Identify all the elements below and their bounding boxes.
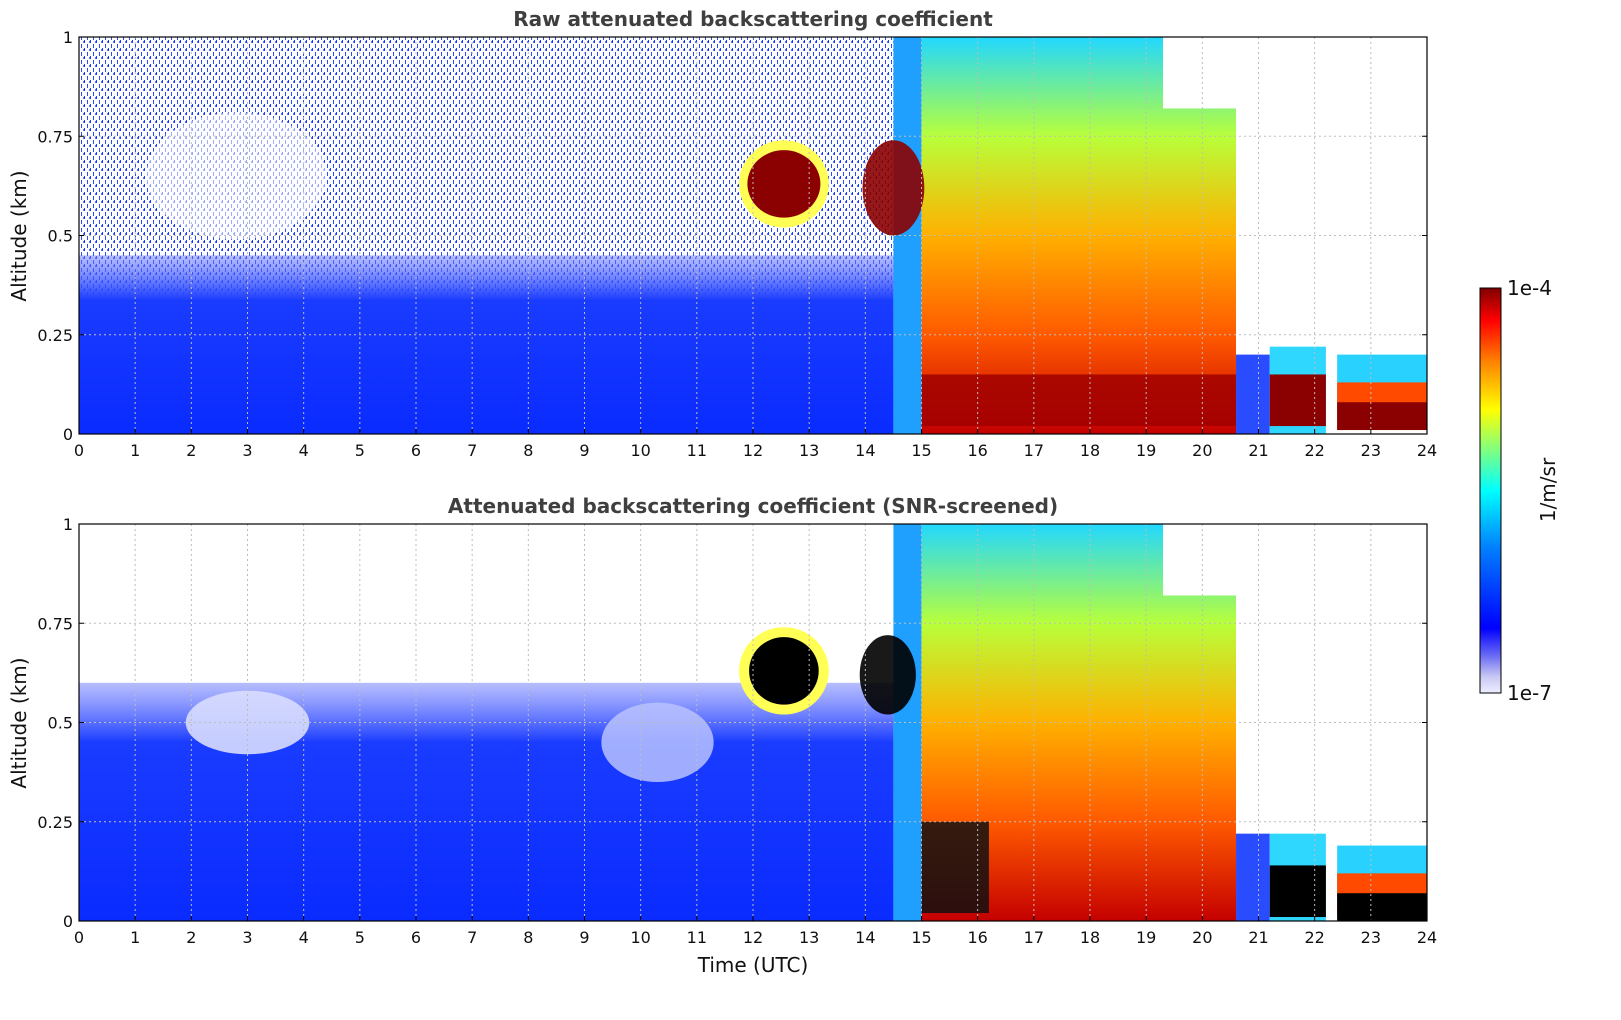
colorbar-label: 1/m/sr <box>1536 457 1560 522</box>
x-tick-label: 13 <box>799 928 819 947</box>
x-tick-label: 8 <box>523 441 533 460</box>
x-tick-label: 9 <box>579 441 589 460</box>
y-tick-label: 0.5 <box>48 227 73 246</box>
gap-top <box>1163 37 1237 109</box>
y-tick-label: 1 <box>63 28 73 47</box>
x-tick-label: 24 <box>1417 928 1437 947</box>
x-tick-label: 19 <box>1136 928 1156 947</box>
low-cloud <box>1337 402 1427 431</box>
panel-title: Attenuated backscattering coefficient (S… <box>448 494 1058 518</box>
x-tick-label: 3 <box>242 441 252 460</box>
x-tick-label: 12 <box>743 928 763 947</box>
colorbar-gradient <box>1479 287 1502 694</box>
y-tick-label: 0 <box>63 425 73 444</box>
clear-patch <box>146 112 327 240</box>
aerosol-edge <box>1236 833 1270 921</box>
y-tick-label: 0.25 <box>37 326 73 345</box>
x-tick-label: 5 <box>355 928 365 947</box>
y-tick-label: 0.75 <box>37 614 73 633</box>
x-tick-label: 20 <box>1192 928 1212 947</box>
x-tick-label: 6 <box>411 928 421 947</box>
heatmap-area: 0 1 2 3 4 5 6 7 8 9 10 11 12 13 14 15 16 17 18 19 20 21 22 23 24… <box>37 28 1437 460</box>
colorbar: 1e-4 1e-7 1/m/sr <box>1479 276 1560 705</box>
x-tick-label: 9 <box>579 928 589 947</box>
x-tick-label: 12 <box>743 441 763 460</box>
y-tick-label: 1 <box>63 515 73 534</box>
x-tick-label: 2 <box>186 441 196 460</box>
x-tick-label: 4 <box>299 441 309 460</box>
surface-return <box>921 374 1237 427</box>
x-tick-label: 10 <box>630 441 650 460</box>
gap-top <box>1163 524 1237 596</box>
x-tick-label: 22 <box>1304 928 1324 947</box>
saturated-cloud <box>749 637 819 705</box>
x-tick-label: 17 <box>1024 928 1044 947</box>
saturated-low-cloud <box>1337 893 1427 921</box>
x-tick-label: 0 <box>74 441 84 460</box>
x-tick-label: 15 <box>911 441 931 460</box>
x-tick-label: 18 <box>1080 441 1100 460</box>
snr-screened-panel: 0 1 2 3 4 5 6 7 8 9 10 11 12 13 14 15 16 17 18 19 20 21 22 23 24… <box>7 494 1437 977</box>
x-tick-label: 14 <box>855 928 875 947</box>
low-cloud <box>1269 374 1326 427</box>
faint-patch <box>185 690 310 755</box>
raw-backscatter-panel: 0 1 2 3 4 5 6 7 8 9 10 11 12 13 14 15 16 17 18 19 20 21 22 23 24… <box>7 7 1437 460</box>
colorbar-min-label: 1e-7 <box>1507 681 1552 705</box>
cloud-core <box>862 140 925 236</box>
x-tick-label: 1 <box>130 928 140 947</box>
y-axis-label: Altitude (km) <box>7 170 31 301</box>
x-tick-label: 16 <box>967 441 987 460</box>
transition-band <box>893 524 922 921</box>
x-tick-label: 23 <box>1361 928 1381 947</box>
x-tick-label: 16 <box>967 928 987 947</box>
panel-title: Raw attenuated backscattering coefficien… <box>513 7 993 31</box>
clear-region <box>1236 524 1427 834</box>
x-tick-label: 11 <box>687 441 707 460</box>
y-tick-label: 0 <box>63 912 73 931</box>
x-tick-label: 18 <box>1080 928 1100 947</box>
x-tick-label: 3 <box>242 928 252 947</box>
x-tick-label: 23 <box>1361 441 1381 460</box>
x-tick-label: 21 <box>1248 928 1268 947</box>
y-tick-label: 0.25 <box>37 813 73 832</box>
x-tick-label: 20 <box>1192 441 1212 460</box>
x-tick-label: 10 <box>630 928 650 947</box>
x-tick-label: 24 <box>1417 441 1437 460</box>
y-tick-label: 0.75 <box>37 127 73 146</box>
transition-band <box>893 37 922 434</box>
x-tick-label: 22 <box>1304 441 1324 460</box>
heatmap-area: 0 1 2 3 4 5 6 7 8 9 10 11 12 13 14 15 16 17 18 19 20 21 22 23 24… <box>37 515 1437 947</box>
x-axis-label: Time (UTC) <box>697 953 809 977</box>
saturated-cloud <box>859 635 916 715</box>
clear-region <box>1236 37 1427 355</box>
x-tick-label: 19 <box>1136 441 1156 460</box>
y-axis-label: Altitude (km) <box>7 657 31 788</box>
x-tick-label: 7 <box>467 441 477 460</box>
x-tick-label: 15 <box>911 928 931 947</box>
x-tick-label: 5 <box>355 441 365 460</box>
saturated-region <box>921 821 989 914</box>
x-tick-label: 7 <box>467 928 477 947</box>
x-tick-label: 13 <box>799 441 819 460</box>
x-tick-label: 0 <box>74 928 84 947</box>
x-tick-label: 2 <box>186 928 196 947</box>
x-tick-label: 1 <box>130 441 140 460</box>
saturated-low-cloud <box>1269 865 1326 918</box>
colorbar-max-label: 1e-4 <box>1507 276 1552 300</box>
x-tick-label: 4 <box>299 928 309 947</box>
x-tick-label: 6 <box>411 441 421 460</box>
aerosol-edge <box>1236 354 1270 434</box>
x-tick-label: 14 <box>855 441 875 460</box>
x-tick-label: 11 <box>687 928 707 947</box>
cloud-core <box>747 150 821 218</box>
x-tick-label: 17 <box>1024 441 1044 460</box>
x-tick-label: 8 <box>523 928 533 947</box>
y-tick-label: 0.5 <box>48 714 73 733</box>
aerosol-layer <box>79 255 894 434</box>
x-tick-label: 21 <box>1248 441 1268 460</box>
